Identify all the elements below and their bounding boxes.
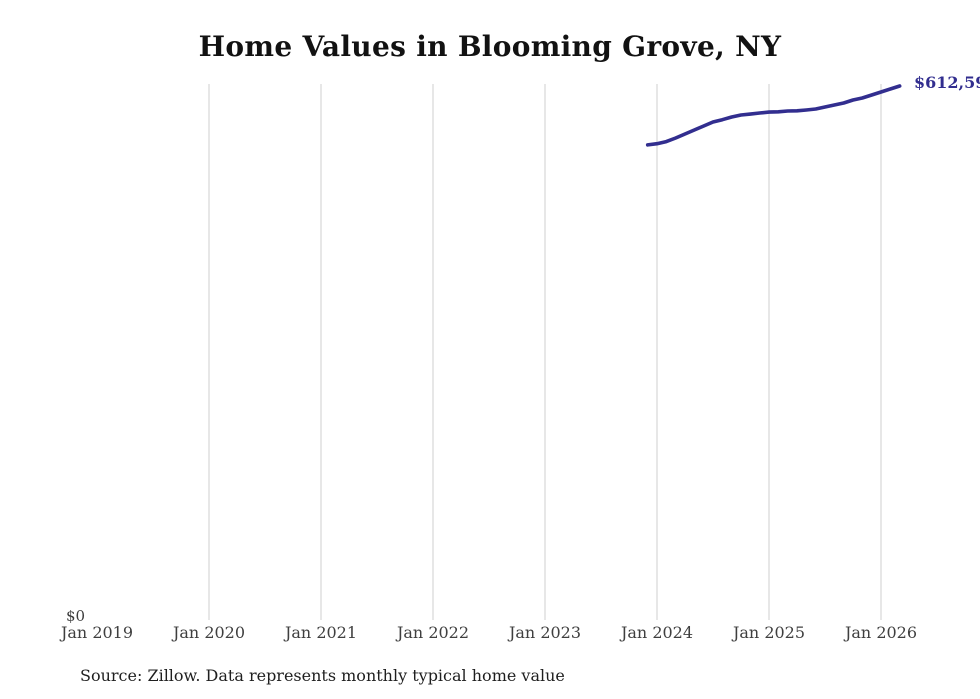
chart-title: Home Values in Blooming Grove, NY xyxy=(198,30,782,63)
latest-value-label: $612,599 xyxy=(914,73,980,92)
source-note: Source: Zillow. Data represents monthly … xyxy=(80,666,565,685)
gridlines xyxy=(208,84,882,620)
y-zero-label: $0 xyxy=(66,607,86,625)
x-tick-label: Jan 2026 xyxy=(844,623,918,642)
x-tick-label: Jan 2022 xyxy=(396,623,470,642)
value-line xyxy=(645,84,902,147)
x-tick-label: Jan 2025 xyxy=(732,623,806,642)
x-tick-label: Jan 2019 xyxy=(60,623,134,642)
x-tick-label: Jan 2023 xyxy=(508,623,582,642)
x-tick-label: Jan 2024 xyxy=(620,623,694,642)
x-tick-label: Jan 2021 xyxy=(284,623,358,642)
x-tick-label: Jan 2020 xyxy=(172,623,246,642)
